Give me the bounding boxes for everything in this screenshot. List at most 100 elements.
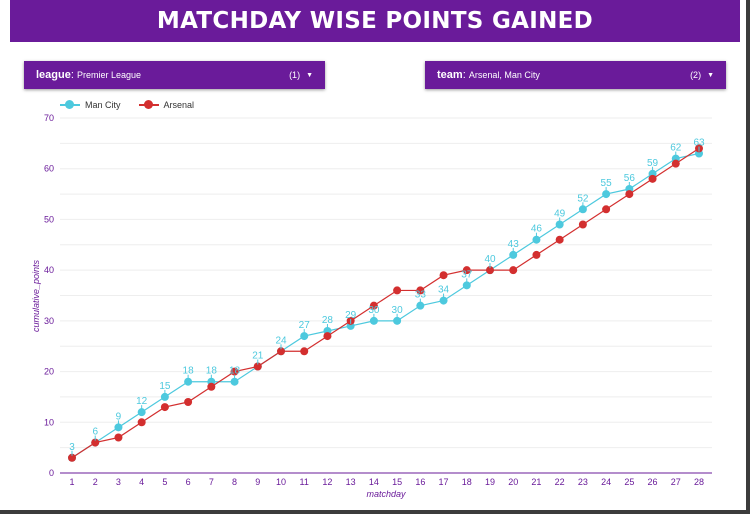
team-field-name: team	[437, 69, 463, 81]
x-tick-label: 24	[601, 477, 611, 487]
y-tick-label: 30	[44, 316, 54, 326]
data-point	[509, 250, 518, 259]
league-filter-label: league: Premier League	[36, 69, 142, 81]
data-point	[114, 433, 123, 442]
data-point	[160, 392, 169, 401]
data-label: 27	[299, 320, 311, 331]
data-label: 18	[206, 366, 218, 377]
data-label: 37	[461, 269, 473, 280]
x-tick-label: 5	[162, 477, 167, 487]
chevron-down-icon[interactable]: ▼	[707, 71, 714, 79]
data-label: 43	[508, 239, 520, 250]
data-point	[602, 205, 611, 214]
data-point	[532, 250, 541, 259]
data-point	[277, 347, 285, 356]
y-tick-label: 40	[44, 265, 54, 275]
x-tick-label: 7	[209, 477, 214, 487]
team-filter-control[interactable]: team: Arsenal, Man City (2) ▼	[425, 61, 726, 89]
x-tick-label: 14	[369, 477, 379, 487]
data-point	[439, 296, 448, 305]
data-label: 59	[647, 158, 659, 169]
data-point	[137, 408, 146, 417]
x-tick-label: 22	[555, 477, 565, 487]
data-label: 56	[624, 173, 636, 184]
series-line	[71, 147, 700, 459]
x-tick-label: 28	[694, 477, 704, 487]
data-point	[625, 190, 634, 199]
x-tick-label: 10	[276, 477, 286, 487]
y-tick-label: 10	[44, 417, 54, 427]
data-label: 46	[531, 224, 543, 235]
data-label: 6	[92, 427, 98, 438]
data-label: 33	[415, 290, 427, 301]
legend-item-man-city[interactable]: Man City	[60, 100, 121, 110]
legend-label-arsenal: Arsenal	[163, 100, 195, 110]
data-label: 9	[116, 411, 122, 422]
data-point	[300, 332, 309, 341]
data-label: 62	[670, 143, 682, 154]
data-point	[393, 286, 402, 295]
x-axis-title: matchday	[366, 489, 406, 499]
data-point	[555, 220, 564, 229]
data-point	[91, 438, 100, 447]
x-tick-label: 23	[578, 477, 588, 487]
data-point	[416, 286, 425, 295]
data-label: 28	[322, 315, 334, 326]
x-tick-label: 16	[415, 477, 425, 487]
x-tick-label: 15	[392, 477, 402, 487]
data-label: 63	[693, 138, 705, 149]
data-label: 30	[368, 305, 380, 316]
data-point	[114, 423, 123, 432]
data-point	[671, 159, 680, 168]
data-label: 18	[183, 366, 195, 377]
y-tick-label: 50	[44, 214, 54, 224]
legend-item-arsenal[interactable]: Arsenal	[138, 100, 195, 110]
series-line	[71, 152, 700, 459]
data-point	[160, 403, 169, 412]
league-selected-value: Premier League	[76, 70, 142, 80]
data-label: 21	[252, 351, 264, 362]
data-point	[578, 220, 587, 229]
data-point	[578, 205, 587, 214]
chart-grid	[60, 117, 712, 449]
x-tick-label: 6	[186, 477, 191, 487]
x-tick-label: 3	[116, 477, 121, 487]
data-point	[602, 190, 611, 199]
data-point	[648, 174, 657, 183]
x-tick-label: 2	[93, 477, 98, 487]
chart-data-labels: 3 6 9 12 15 18 18 18 21 24 27 28 29 30 30 33 34 37 40 43 46 4…	[69, 138, 705, 456]
data-label: 52	[577, 193, 589, 204]
chart-legend: Man City Arsenal	[60, 100, 212, 110]
x-tick-label: 8	[232, 477, 237, 487]
league-field-name: league	[36, 69, 71, 81]
x-tick-label: 13	[346, 477, 356, 487]
league-filter-control[interactable]: league: Premier League (1) ▼	[24, 61, 325, 89]
arsenal-swatch-icon	[138, 100, 159, 110]
chart-series	[68, 144, 703, 462]
data-label: 49	[554, 209, 566, 220]
y-tick-label: 60	[44, 164, 54, 174]
x-tick-label: 17	[439, 477, 449, 487]
legend-label-man-city: Man City	[85, 100, 121, 110]
man-city-swatch-icon	[60, 100, 80, 110]
chevron-down-icon[interactable]: ▼	[306, 71, 313, 79]
x-tick-label: 1	[69, 477, 74, 487]
data-label: 55	[601, 178, 613, 189]
y-axis-title: cumulative_points	[31, 259, 41, 332]
x-tick-label: 25	[624, 477, 634, 487]
data-point	[439, 271, 448, 280]
x-tick-label: 9	[255, 477, 260, 487]
x-tick-label: 11	[300, 477, 309, 487]
x-tick-label: 21	[531, 477, 541, 487]
data-label: 40	[484, 254, 496, 265]
x-tick-label: 20	[508, 477, 518, 487]
data-point	[68, 453, 76, 462]
data-point	[509, 266, 518, 275]
data-point	[555, 235, 564, 244]
team-selected-value: Arsenal, Man City	[468, 70, 540, 80]
data-point	[393, 316, 402, 325]
data-point	[253, 362, 262, 371]
data-point	[486, 266, 494, 275]
data-point	[532, 235, 541, 244]
